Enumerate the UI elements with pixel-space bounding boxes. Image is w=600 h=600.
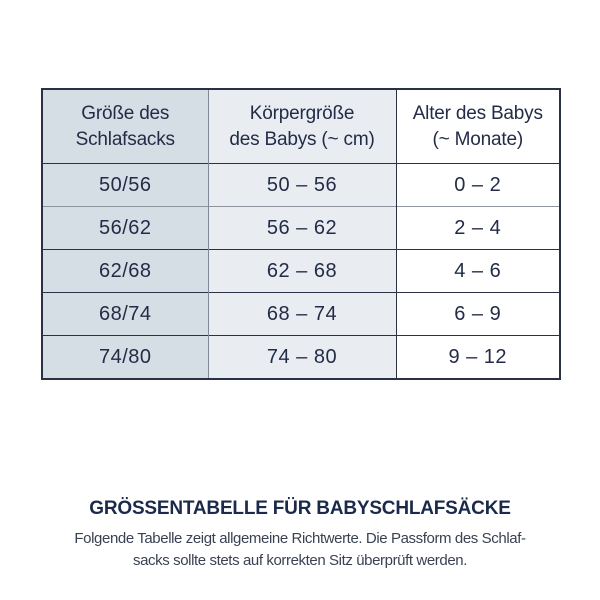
page-title: GRÖSSENTABELLE FÜR BABYSCHLAFSÄCKE [89,498,511,519]
header-row: Größe des Schlafsacks Körpergröße des Ba… [42,89,560,164]
header-size: Größe des Schlafsacks [42,89,208,164]
table-row: 68/74 68 – 74 6 – 9 [42,292,560,336]
cell-age: 2 – 4 [395,206,560,250]
cell-height: 74 – 80 [207,335,396,379]
cell-age: 6 – 9 [395,292,560,336]
footer-note-line2: sacks sollte stets auf korrekten Sitz üb… [133,552,467,569]
cell-age: 4 – 6 [395,249,560,293]
table-row: 50/56 50 – 56 0 – 2 [42,163,560,207]
cell-size: 68/74 [42,292,208,336]
table-row: 74/80 74 – 80 9 – 12 [42,335,560,379]
header-size-line2: Schlafsacks [75,128,175,150]
table-row: 62/68 62 – 68 4 – 6 [42,249,560,293]
cell-height: 68 – 74 [207,292,396,336]
header-age: Alter des Babys (~ Monate) [395,89,560,164]
cell-age: 0 – 2 [395,163,560,207]
footer-note-line1: Folgende Tabelle zeigt allgemeine Richtw… [74,530,526,547]
header-age-line2: (~ Monate) [432,128,524,150]
header-body-height: Körpergröße des Babys (~ cm) [207,89,396,164]
header-size-line1: Größe des [81,102,170,124]
size-table: Größe des Schlafsacks Körpergröße des Ba… [41,88,561,380]
cell-height: 50 – 56 [207,163,396,207]
footer-note: Folgende Tabelle zeigt allgemeine Richtw… [0,528,600,572]
header-body-height-line2: des Babys (~ cm) [229,128,375,150]
cell-age: 9 – 12 [395,335,560,379]
cell-height: 62 – 68 [207,249,396,293]
cell-size: 56/62 [42,206,208,250]
cell-size: 62/68 [42,249,208,293]
header-age-line1: Alter des Babys [412,102,543,124]
footer: GRÖSSENTABELLE FÜR BABYSCHLAFSÄCKE Folge… [0,498,600,572]
cell-size: 74/80 [42,335,208,379]
table-row: 56/62 56 – 62 2 – 4 [42,206,560,250]
header-body-height-line1: Körpergröße [249,102,355,124]
cell-size: 50/56 [42,163,208,207]
cell-height: 56 – 62 [207,206,396,250]
